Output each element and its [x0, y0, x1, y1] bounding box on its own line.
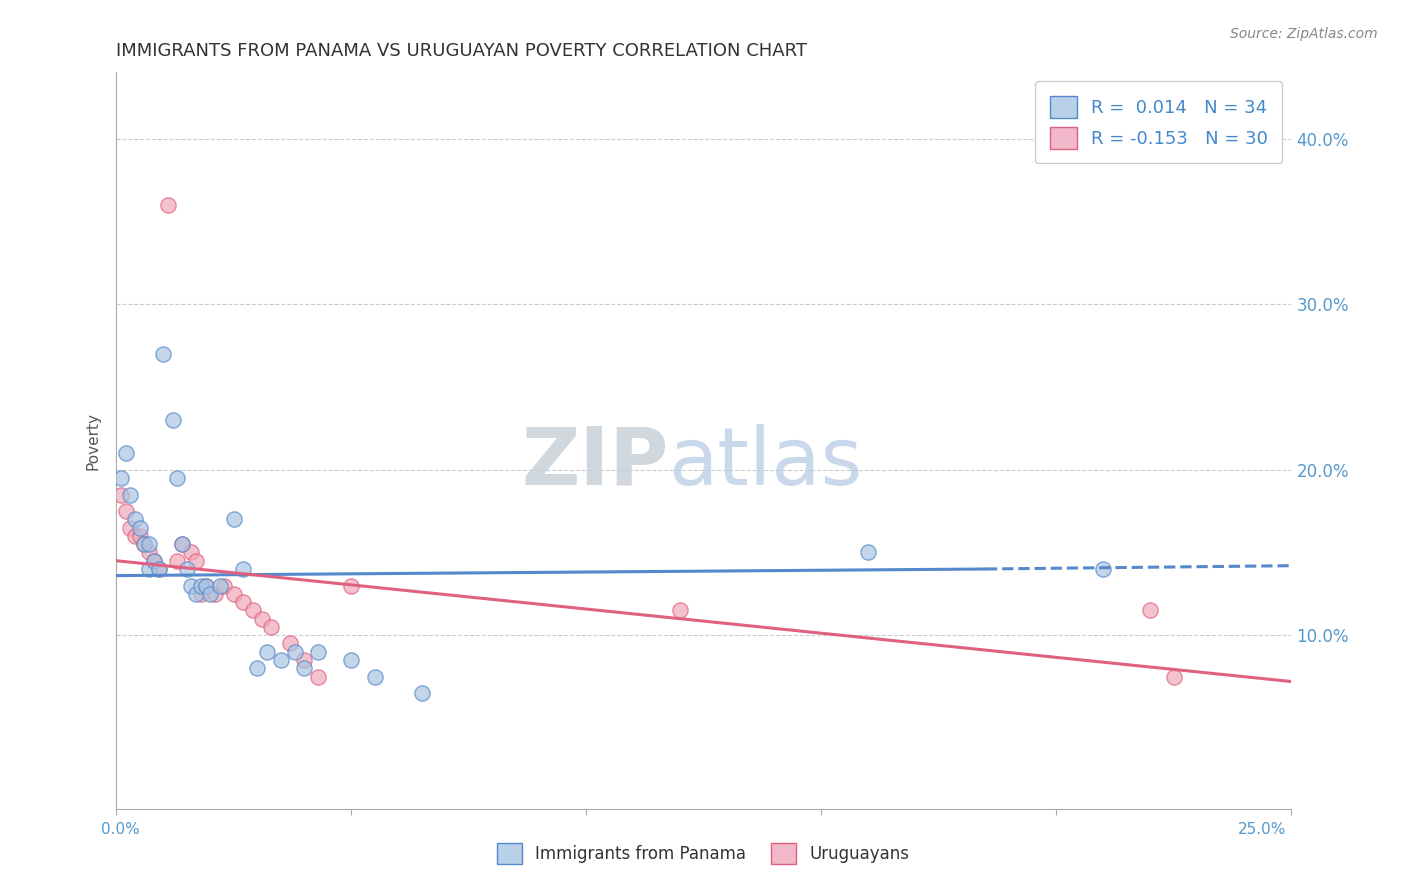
Point [270, 653, 292, 667]
Point [292, 661, 315, 675]
Point [180, 545, 202, 559]
Text: ZIP: ZIP [522, 424, 669, 502]
Point [194, 578, 217, 592]
Point [186, 554, 208, 568]
Y-axis label: Poverty: Poverty [86, 412, 100, 470]
Point [232, 562, 254, 576]
Point [172, 537, 194, 551]
Point [176, 562, 198, 576]
Point [307, 645, 329, 659]
Text: 25.0%: 25.0% [1239, 822, 1286, 837]
Point [162, 413, 184, 427]
Point [256, 645, 278, 659]
Point [124, 529, 146, 543]
Point [156, 198, 179, 212]
Point [1092, 562, 1115, 576]
Point [190, 587, 212, 601]
Point [284, 645, 307, 659]
Text: Source: ZipAtlas.com: Source: ZipAtlas.com [1230, 27, 1378, 41]
Text: 0.0%: 0.0% [101, 822, 141, 837]
Point [278, 636, 301, 650]
Point [142, 554, 165, 568]
Point [110, 471, 132, 485]
Point [166, 471, 188, 485]
Point [242, 603, 264, 617]
Point [222, 512, 245, 526]
Point [134, 537, 156, 551]
Point [172, 537, 194, 551]
Point [114, 504, 136, 518]
Point [110, 487, 132, 501]
Point [128, 529, 150, 543]
Point [669, 603, 692, 617]
Point [142, 554, 165, 568]
Point [138, 537, 160, 551]
Point [128, 520, 150, 534]
Point [120, 520, 142, 534]
Point [858, 545, 880, 559]
Point [214, 578, 236, 592]
Point [186, 587, 208, 601]
Point [250, 612, 273, 626]
Text: atlas: atlas [669, 424, 863, 502]
Point [190, 578, 212, 592]
Point [138, 562, 160, 576]
Point [232, 595, 254, 609]
Legend: Immigrants from Panama, Uruguayans: Immigrants from Panama, Uruguayans [491, 837, 915, 871]
Point [148, 562, 170, 576]
Text: IMMIGRANTS FROM PANAMA VS URUGUAYAN POVERTY CORRELATION CHART: IMMIGRANTS FROM PANAMA VS URUGUAYAN POVE… [117, 42, 807, 60]
Point [1163, 670, 1185, 684]
Point [208, 578, 231, 592]
Point [364, 670, 387, 684]
Point [1139, 603, 1161, 617]
Point [114, 446, 136, 460]
Point [200, 587, 222, 601]
Point [411, 686, 433, 700]
Point [204, 587, 226, 601]
Point [194, 578, 217, 592]
Point [138, 545, 160, 559]
Point [166, 554, 188, 568]
Point [340, 578, 363, 592]
Legend: R =  0.014   N = 34, R = -0.153   N = 30: R = 0.014 N = 34, R = -0.153 N = 30 [1035, 81, 1282, 163]
Point [134, 537, 156, 551]
Point [148, 562, 170, 576]
Point [152, 347, 174, 361]
Point [180, 578, 202, 592]
Point [307, 670, 329, 684]
Point [222, 587, 245, 601]
Point [292, 653, 315, 667]
Point [246, 661, 269, 675]
Point [120, 487, 142, 501]
Point [340, 653, 363, 667]
Point [124, 512, 146, 526]
Point [260, 620, 283, 634]
